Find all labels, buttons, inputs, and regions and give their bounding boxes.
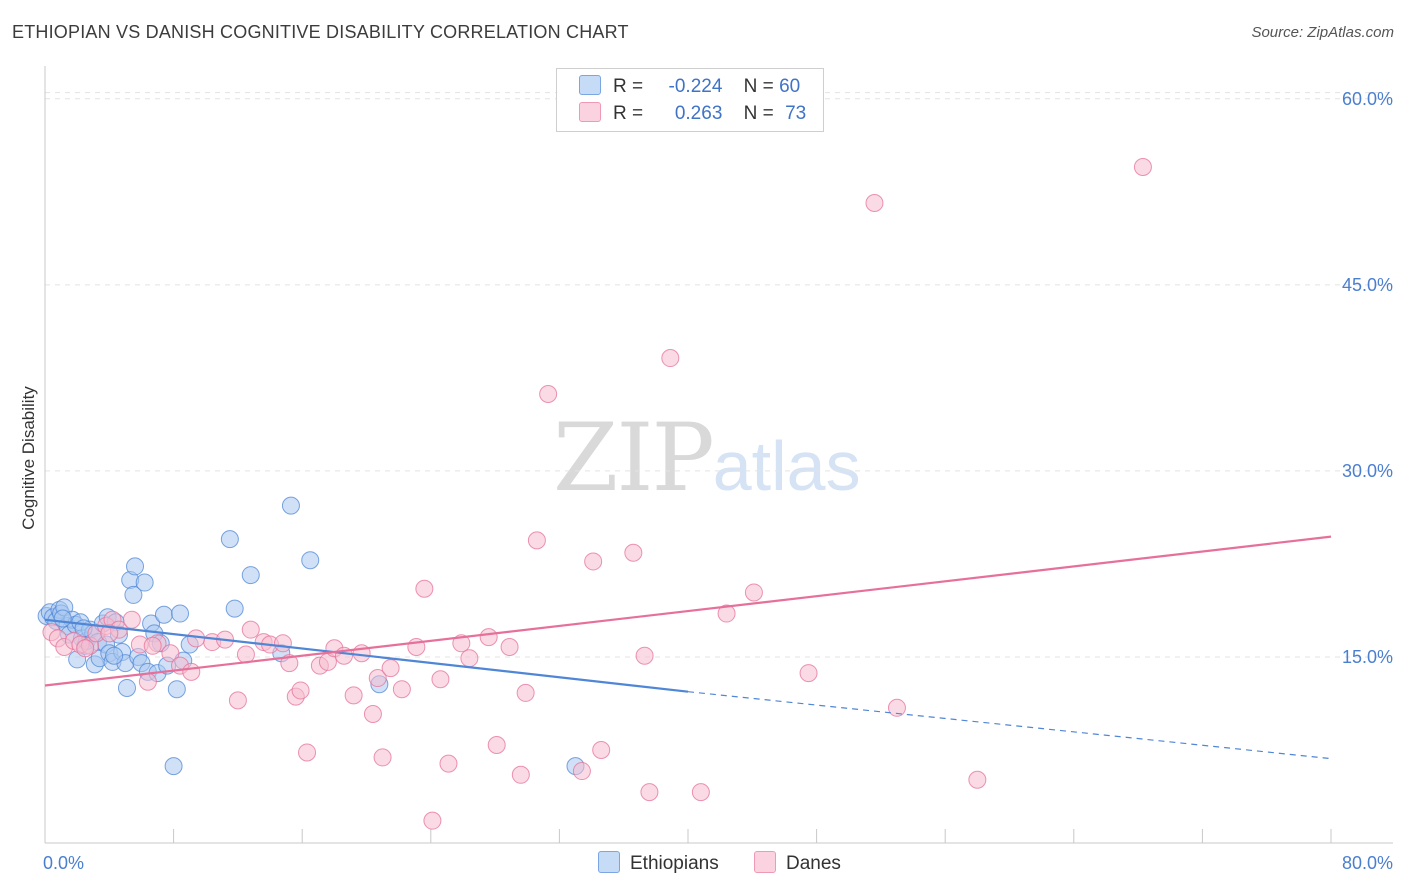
- ethiopians-n-value: 60: [779, 76, 801, 97]
- ethiopians-point: [105, 646, 124, 665]
- danes-point: [460, 649, 479, 668]
- danes-n-label: N =: [743, 103, 774, 124]
- danes-point: [368, 669, 387, 688]
- danes-r-label: R =: [613, 103, 644, 124]
- y-tick-label: 45.0%: [1342, 275, 1393, 295]
- danes-point: [298, 743, 317, 762]
- ethiopians-point: [164, 757, 183, 776]
- series-legend: Ethiopians Danes: [0, 851, 1406, 877]
- danes-trend-line: [44, 535, 1332, 687]
- danes-point: [138, 672, 157, 691]
- danes-point: [500, 638, 519, 657]
- x-tick-label: 0.0%: [43, 853, 84, 873]
- ethiopians-point: [53, 609, 72, 628]
- ethiopians-trend-line: [44, 618, 689, 693]
- legend-danes-label: Danes: [786, 853, 841, 874]
- ethiopians-point: [167, 680, 186, 699]
- danes-point: [887, 698, 906, 717]
- danes-point: [228, 691, 247, 710]
- chart-title: ETHIOPIAN VS DANISH COGNITIVE DISABILITY…: [12, 22, 629, 42]
- danes-point: [273, 634, 292, 653]
- danes-point: [161, 644, 180, 663]
- danes-point: [799, 664, 818, 683]
- danes-point: [182, 662, 201, 681]
- ethiopians-point: [135, 573, 154, 592]
- danes-point: [592, 740, 611, 759]
- danes-point: [415, 579, 434, 598]
- legend-item-ethiopians: Ethiopians: [598, 851, 719, 875]
- danes-point: [439, 754, 458, 773]
- danes-point: [744, 583, 763, 602]
- ethiopians-point: [124, 585, 143, 604]
- danes-point: [423, 811, 442, 830]
- danes-point: [539, 385, 558, 404]
- danes-point: [624, 543, 643, 562]
- ethiopians-trend-extension: [687, 691, 1332, 760]
- danes-point: [76, 639, 95, 658]
- danes-n-value: 73: [785, 103, 807, 124]
- danes-point: [241, 620, 260, 639]
- danes-point: [479, 628, 498, 647]
- danes-point: [691, 783, 710, 802]
- danes-point: [100, 624, 119, 643]
- legend-item-danes: Danes: [754, 851, 841, 875]
- chart-source: Source: ZipAtlas.com: [1251, 24, 1394, 41]
- stats-legend-row-ethiopians: R = -0.224 N = 60: [579, 75, 800, 99]
- ethiopians-point: [171, 604, 190, 623]
- danes-point: [661, 349, 680, 368]
- danes-point: [511, 765, 530, 784]
- danes-point: [381, 659, 400, 678]
- danes-point: [635, 646, 654, 665]
- ethiopians-point: [241, 566, 260, 585]
- danes-point: [236, 645, 255, 664]
- danes-point: [1133, 158, 1152, 177]
- watermark-zip: ZIP: [553, 404, 715, 513]
- danes-point: [572, 762, 591, 781]
- danes-point: [516, 683, 535, 702]
- watermark-atlas: atlas: [712, 427, 861, 505]
- ethiopians-n-label: N =: [743, 76, 774, 97]
- y-axis-title: Cognitive Disability: [19, 386, 38, 530]
- danes-point: [122, 610, 141, 629]
- stats-legend-row-danes: R = 0.263 N = 73: [579, 102, 806, 126]
- danes-point: [344, 686, 363, 705]
- ethiopians-r-label: R =: [613, 76, 644, 97]
- danes-point: [968, 770, 987, 789]
- legend-ethiopians-label: Ethiopians: [630, 853, 719, 874]
- danes-point: [280, 654, 299, 673]
- ethiopians-swatch: [579, 75, 601, 95]
- danes-point: [717, 604, 736, 623]
- x-tick-label: 80.0%: [1342, 853, 1393, 873]
- ethiopians-point: [225, 599, 244, 618]
- ethiopians-point: [126, 557, 145, 576]
- danes-point: [487, 736, 506, 755]
- danes-point: [392, 680, 411, 699]
- danes-point: [373, 748, 392, 767]
- ethiopians-point: [301, 551, 320, 570]
- danes-point: [452, 634, 471, 653]
- ethiopians-point: [281, 496, 300, 515]
- danes-r-value: 0.263: [669, 103, 723, 124]
- danes-point: [363, 705, 382, 724]
- ethiopians-r-value: -0.224: [668, 76, 723, 97]
- danes-point: [640, 783, 659, 802]
- watermark: ZIPatlas: [553, 404, 861, 513]
- legend-danes-swatch: [754, 851, 776, 873]
- y-tick-label: 60.0%: [1342, 89, 1393, 109]
- ethiopians-point: [117, 678, 136, 697]
- danes-point: [143, 636, 162, 655]
- danes-swatch: [579, 102, 601, 122]
- ethiopians-point: [220, 530, 239, 549]
- danes-point: [291, 681, 310, 700]
- y-tick-label: 15.0%: [1342, 647, 1393, 667]
- legend-ethiopians-swatch: [598, 851, 620, 873]
- danes-point: [865, 193, 884, 212]
- danes-point: [584, 552, 603, 571]
- stats-legend: R = -0.224 N = 60 R = 0.263 N = 73: [556, 68, 824, 132]
- y-tick-label: 30.0%: [1342, 461, 1393, 481]
- danes-point: [431, 670, 450, 689]
- danes-point: [527, 531, 546, 550]
- ethiopians-point: [154, 605, 173, 624]
